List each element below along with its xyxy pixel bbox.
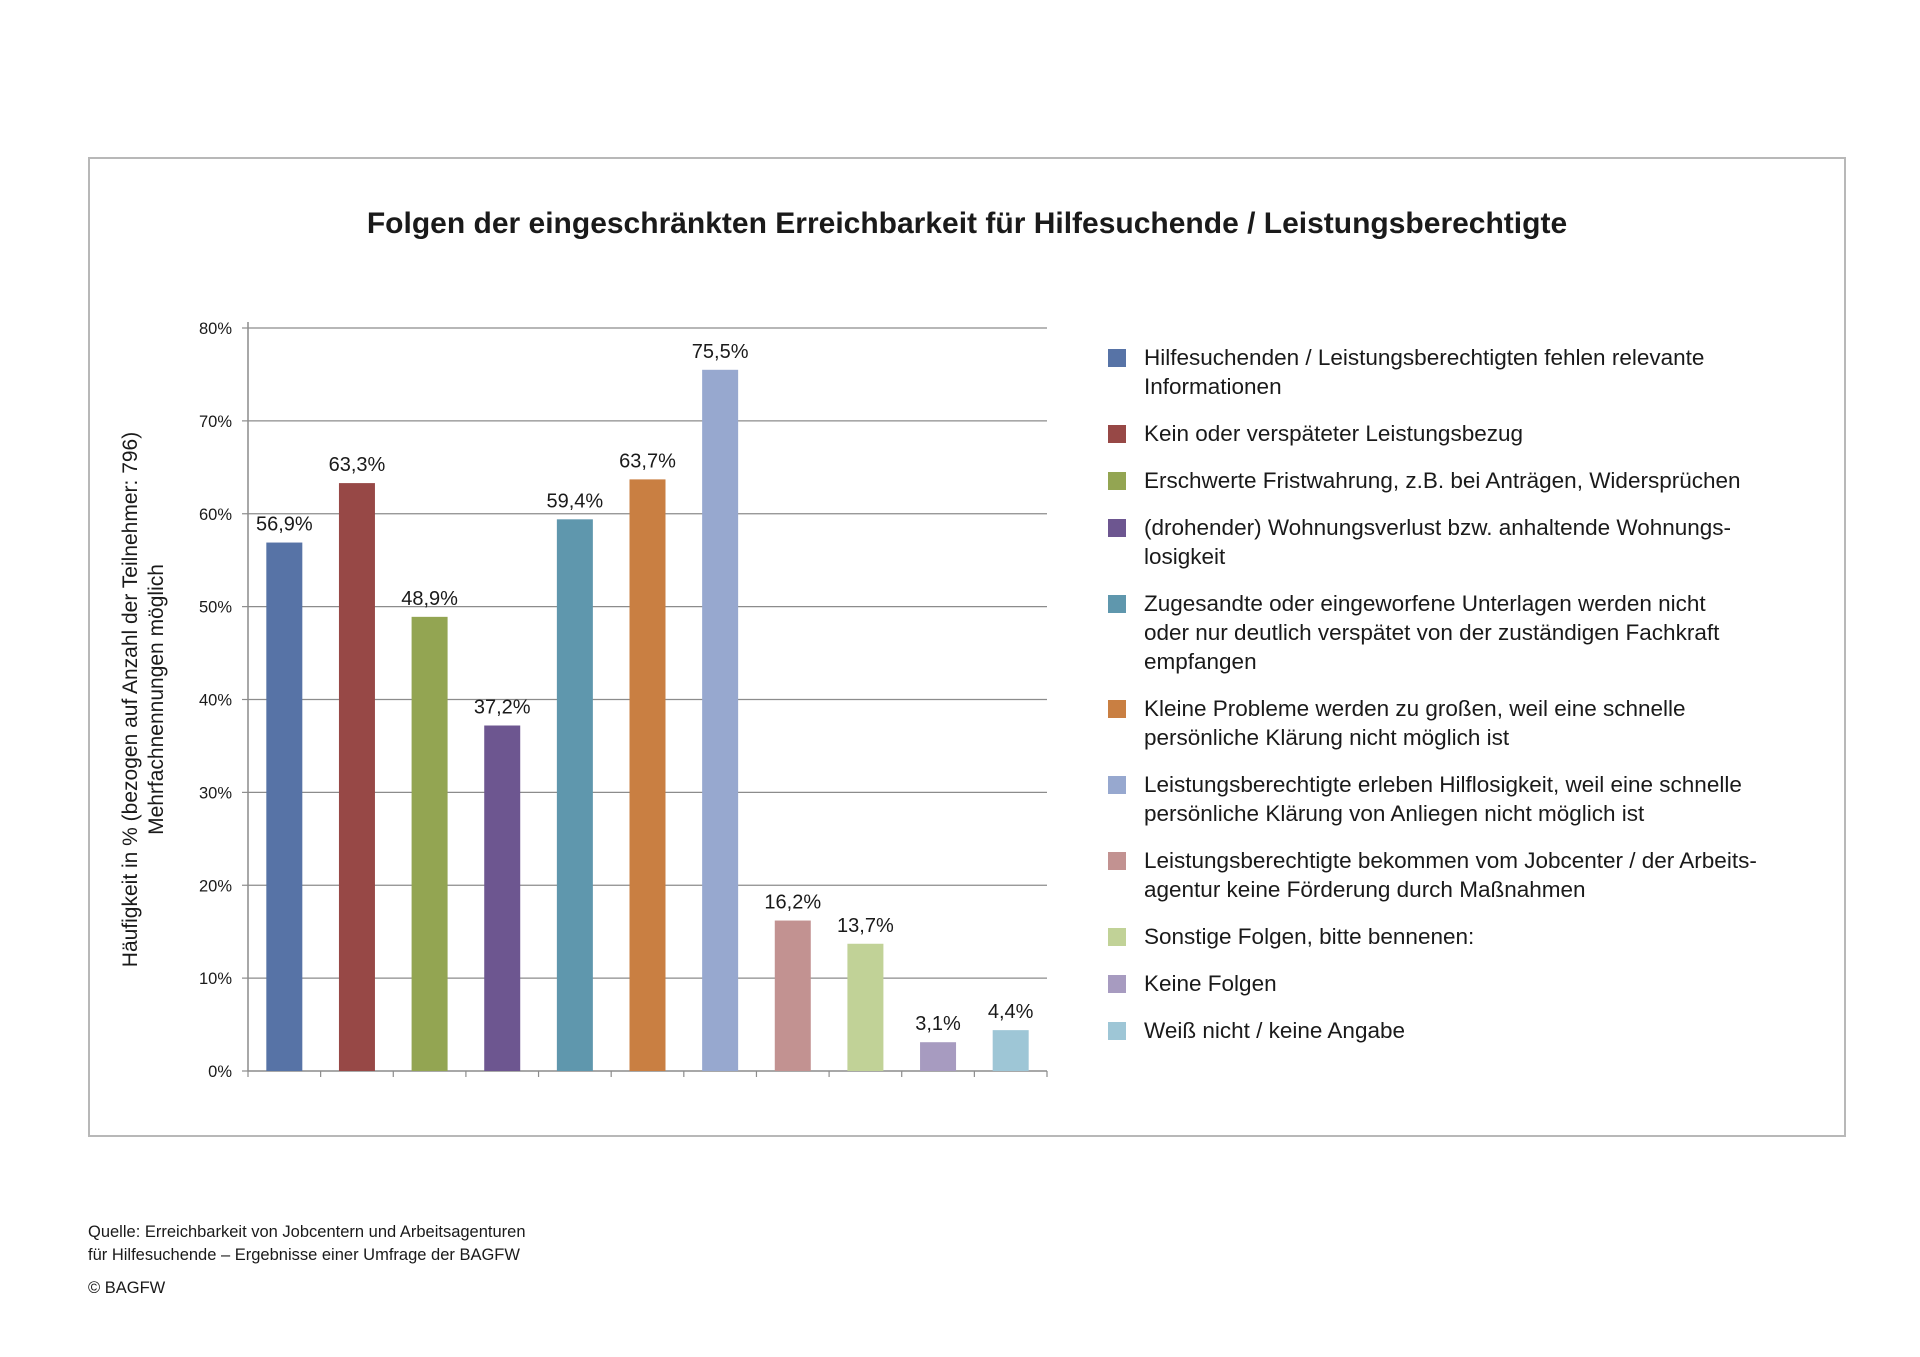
legend-label: Kein oder verspäteter Leistungsbezug (1144, 421, 1523, 446)
bar (774, 920, 811, 1071)
legend-swatch (1108, 425, 1126, 443)
chart-legend: Hilfesuchenden / Leistungsberechtigten f… (1108, 343, 1808, 1063)
legend-label: Erschwerte Fristwahrung, z.B. bei Anträg… (1144, 468, 1741, 493)
data-label: 48,9% (401, 588, 458, 610)
data-label: 63,3% (329, 454, 386, 476)
data-label: 3,1% (915, 1013, 961, 1035)
legend-label: Sonstige Folgen, bitte bennenen: (1144, 924, 1475, 949)
source-line: für Hilfesuchende – Ergebnisse einer Umf… (88, 1246, 520, 1264)
bar (847, 943, 884, 1071)
copyright: © BAGFW (88, 1279, 166, 1297)
bar (266, 542, 303, 1071)
y-axis-label: Mehrfachnennungen möglich (145, 564, 168, 835)
legend-item: Keine Folgen (1108, 969, 1808, 998)
y-tick-label: 10% (199, 970, 232, 988)
y-tick-label: 40% (199, 692, 232, 710)
legend-item: Hilfesuchenden / Leistungsberechtigten f… (1108, 343, 1808, 401)
bar (629, 479, 666, 1072)
data-label: 75,5% (692, 341, 749, 363)
y-axis-label: Häufigkeit in % (bezogen auf Anzahl der … (119, 432, 142, 967)
bar (556, 519, 593, 1071)
legend-item: Zugesandte oder eingeworfene Unterlagen … (1108, 589, 1808, 676)
bar (484, 725, 521, 1071)
y-tick-label: 50% (199, 599, 232, 617)
y-tick-label: 20% (199, 877, 232, 895)
legend-swatch (1108, 519, 1126, 537)
bar (992, 1030, 1029, 1071)
legend-item: Weiß nicht / keine Angabe (1108, 1016, 1808, 1045)
legend-item: Kleine Probleme werden zu großen, weil e… (1108, 694, 1808, 752)
bar (702, 369, 739, 1071)
y-tick-label: 80% (199, 320, 232, 338)
legend-label: Keine Folgen (1144, 971, 1277, 996)
legend-swatch (1108, 852, 1126, 870)
legend-label: Zugesandte oder eingeworfene Unterlagen … (1144, 591, 1720, 674)
legend-item: Erschwerte Fristwahrung, z.B. bei Anträg… (1108, 466, 1808, 495)
legend-swatch (1108, 595, 1126, 613)
legend-item: Leistungsberechtigte bekommen vom Jobcen… (1108, 846, 1808, 904)
y-tick-label: 0% (208, 1063, 232, 1081)
source-line: Quelle: Erreichbarkeit von Jobcentern un… (88, 1223, 526, 1241)
legend-label: Hilfesuchenden / Leistungsberechtigten f… (1144, 345, 1705, 399)
data-label: 56,9% (256, 514, 313, 536)
legend-label: Leistungsberechtigte erleben Hilflosigke… (1144, 772, 1742, 826)
y-tick-label: 60% (199, 506, 232, 524)
data-label: 37,2% (474, 697, 531, 719)
legend-label: Weiß nicht / keine Angabe (1144, 1018, 1405, 1043)
chart-frame (88, 157, 1846, 1137)
data-label: 59,4% (547, 490, 604, 512)
legend-label: Leistungsberechtigte bekommen vom Jobcen… (1144, 848, 1757, 902)
chart-title: Folgen der eingeschränkten Erreichbarkei… (366, 207, 1568, 240)
legend-item: Leistungsberechtigte erleben Hilflosigke… (1108, 770, 1808, 828)
legend-swatch (1108, 1022, 1126, 1040)
bar (411, 616, 448, 1071)
legend-item: Sonstige Folgen, bitte bennenen: (1108, 922, 1808, 951)
legend-swatch (1108, 700, 1126, 718)
legend-swatch (1108, 472, 1126, 490)
legend-swatch (1108, 975, 1126, 993)
legend-swatch (1108, 776, 1126, 794)
source-note: Quelle: Erreichbarkeit von Jobcentern un… (88, 1221, 526, 1267)
legend-swatch (1108, 928, 1126, 946)
data-label: 4,4% (988, 1001, 1034, 1023)
bar (920, 1042, 957, 1071)
bar (338, 483, 375, 1071)
legend-label: (drohender) Wohnungsverlust bzw. anhalte… (1144, 515, 1732, 569)
data-label: 63,7% (619, 450, 676, 472)
legend-item: Kein oder verspäteter Leistungsbezug (1108, 419, 1808, 448)
y-tick-label: 30% (199, 784, 232, 802)
legend-item: (drohender) Wohnungsverlust bzw. anhalte… (1108, 513, 1808, 571)
legend-swatch (1108, 349, 1126, 367)
data-label: 13,7% (837, 915, 894, 937)
legend-label: Kleine Probleme werden zu großen, weil e… (1144, 696, 1686, 750)
y-tick-label: 70% (199, 413, 232, 431)
data-label: 16,2% (764, 892, 821, 914)
